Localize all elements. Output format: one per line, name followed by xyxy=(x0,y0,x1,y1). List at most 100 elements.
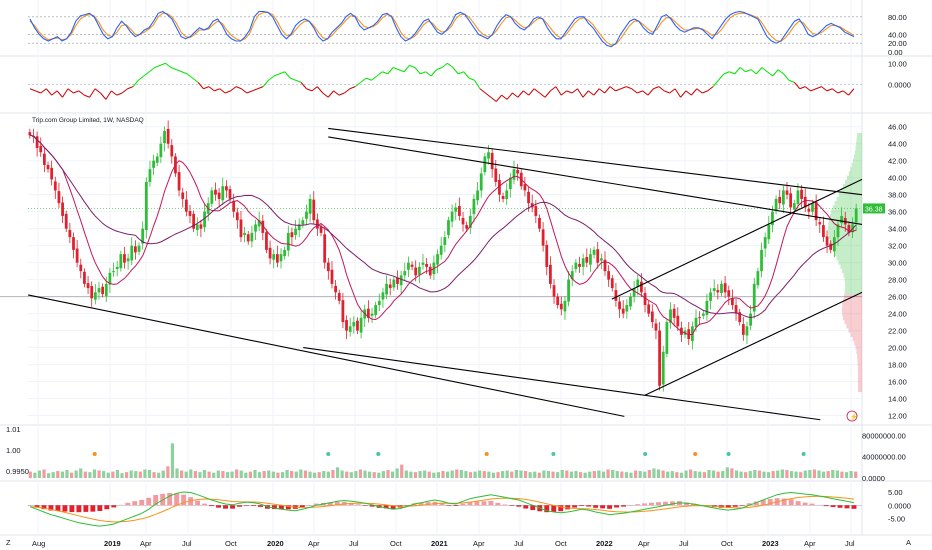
candle-body xyxy=(439,245,443,255)
oscillator-segment xyxy=(295,79,302,83)
volume-profile-bar xyxy=(848,328,862,333)
candle-body xyxy=(177,172,181,191)
volume-bar xyxy=(312,472,317,478)
oscillator-segment xyxy=(409,64,416,68)
candle-body xyxy=(42,153,46,165)
candle-body xyxy=(807,208,811,212)
auto-scale-icon[interactable]: A xyxy=(906,538,911,547)
oscillator-segment xyxy=(636,90,643,94)
volume-bar xyxy=(102,471,106,478)
macd-histogram-bar xyxy=(663,501,668,506)
oscillator-segment xyxy=(729,71,735,75)
zoom-icon[interactable]: Z xyxy=(6,538,11,547)
volume-profile-bar xyxy=(841,307,862,312)
volume-bar xyxy=(482,471,486,478)
oscillator-segment xyxy=(788,79,795,83)
candle-body xyxy=(494,168,498,182)
oscillator-segment xyxy=(821,86,828,92)
oscillator-segment xyxy=(354,81,361,88)
macd-histogram-bar xyxy=(446,505,452,506)
oscillator-segment xyxy=(181,71,188,75)
candle-body xyxy=(534,206,538,216)
candle-body xyxy=(308,198,312,214)
oscillator-segment xyxy=(284,71,291,79)
volume-bar xyxy=(629,472,633,478)
volume-bar xyxy=(661,470,665,478)
candle-body xyxy=(417,266,421,275)
volume-profile-bar xyxy=(850,167,862,172)
volume-bar xyxy=(79,468,83,478)
volume-bar xyxy=(381,471,385,478)
volume-bar xyxy=(175,468,179,478)
oscillator-segment xyxy=(51,90,58,96)
macd-histogram-bar xyxy=(509,505,515,506)
price-tick-label: 18.00 xyxy=(888,361,907,370)
candle-body xyxy=(374,305,378,315)
macd-histogram-bar xyxy=(390,505,396,509)
candle-body xyxy=(301,220,305,225)
time-tick-label: Jul xyxy=(182,539,192,548)
volume-bar xyxy=(92,469,97,478)
volume-profile-bar xyxy=(857,387,862,393)
moving-average-slow xyxy=(29,134,857,319)
candle-body xyxy=(356,320,359,331)
volume-bar xyxy=(230,471,234,478)
volume-bar xyxy=(771,471,775,478)
trend-line xyxy=(303,347,821,421)
volume-profile-bar xyxy=(832,247,862,253)
volume-tick-label: 80000000.00 xyxy=(862,431,906,440)
volume-profile-bar xyxy=(831,209,862,214)
candle-body xyxy=(392,279,396,288)
volume-bar xyxy=(565,470,569,478)
candle-body xyxy=(166,128,170,144)
volume-profile-bar xyxy=(838,260,862,265)
oscillator-segment xyxy=(360,77,367,83)
macd-histogram-bar xyxy=(460,503,466,506)
candle-body xyxy=(738,312,742,323)
volume-profile-bar xyxy=(845,285,862,291)
price-tick-label: 46.00 xyxy=(888,123,907,132)
macd-histogram-bar xyxy=(104,505,110,510)
trend-line xyxy=(644,291,863,396)
candle-body xyxy=(774,198,778,211)
volume-bar xyxy=(386,470,390,478)
oscillator-segment xyxy=(523,90,530,96)
volume-bar xyxy=(528,472,532,478)
macd-histogram-bar xyxy=(795,501,801,506)
oscillator-segment xyxy=(311,86,318,92)
volume-bar xyxy=(478,470,482,478)
volume-profile-bar xyxy=(842,311,862,316)
volume-bar xyxy=(60,471,64,478)
candle-body xyxy=(840,215,844,224)
oscillator-segment xyxy=(842,90,849,96)
candle-body xyxy=(508,177,512,190)
volume-bar xyxy=(725,467,729,478)
oscillator-segment xyxy=(441,62,448,68)
candle-body xyxy=(585,257,589,263)
candle-body xyxy=(163,130,166,144)
candle-body xyxy=(792,203,796,210)
oscillator-segment xyxy=(176,69,182,73)
volume-bar xyxy=(620,471,624,478)
candle-body xyxy=(636,279,640,287)
oscillator-pane xyxy=(28,62,862,102)
candle-body xyxy=(104,283,108,297)
oscillator-segment xyxy=(111,90,118,96)
candle-body xyxy=(195,224,199,231)
macd-histogram-bar xyxy=(348,503,354,506)
volume-bar xyxy=(473,471,477,478)
volume-profile-bar xyxy=(855,345,862,350)
candle-body xyxy=(760,249,763,272)
volume-profile-bar xyxy=(857,370,862,376)
volume-profile-bar xyxy=(857,379,862,384)
volume-bar xyxy=(198,472,202,478)
volume-profile-bar xyxy=(854,150,862,155)
candle-body xyxy=(275,254,279,263)
macd-histogram-bar xyxy=(656,502,661,506)
candle-body xyxy=(763,237,767,249)
volume-bar xyxy=(551,471,555,478)
candle-body xyxy=(192,213,196,229)
volume-bar xyxy=(193,471,197,478)
candle-body xyxy=(250,232,254,242)
